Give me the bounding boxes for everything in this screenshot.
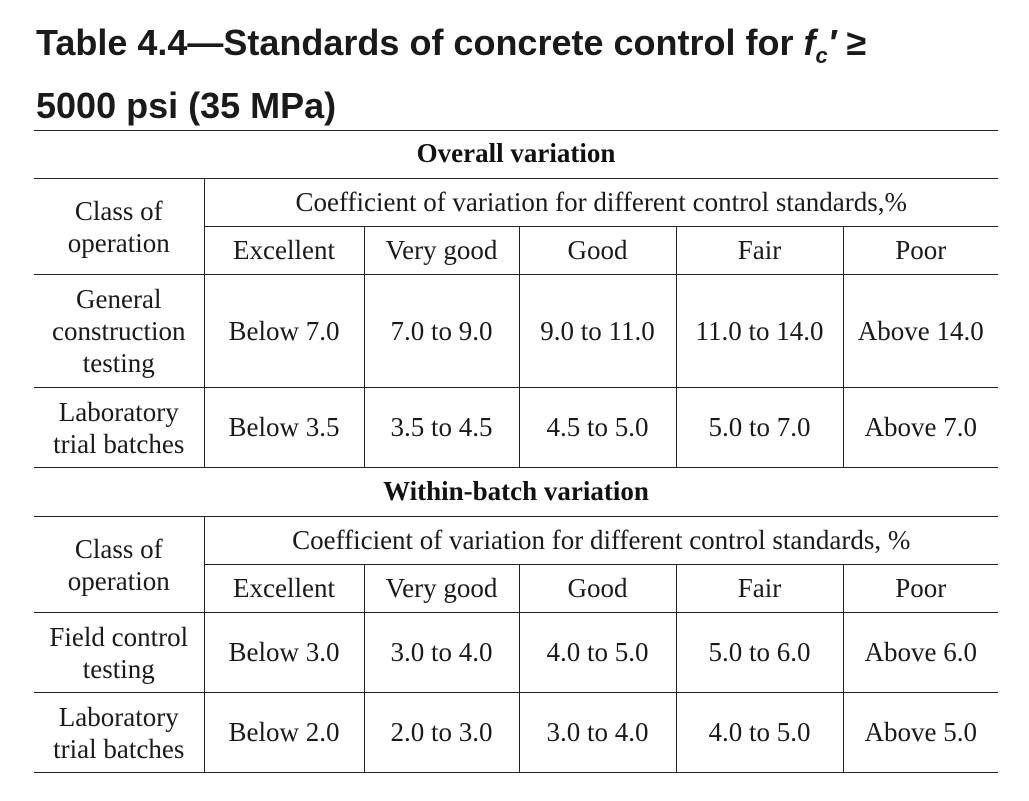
table-cell: 11.0 to 14.0: [675, 274, 844, 388]
within-batch-variation-table: Class of operation Coefficient of variat…: [34, 516, 998, 773]
table-row: General construction testing Below 7.0 7…: [34, 274, 999, 388]
table-cell: 4.0 to 5.0: [675, 692, 844, 773]
table-cell: 3.5 to 4.5: [363, 387, 520, 468]
table-cell: Above 6.0: [842, 612, 998, 693]
table-row: Laboratory trial batches Below 3.5 3.5 t…: [34, 387, 999, 468]
table-cell: 9.0 to 11.0: [518, 274, 677, 388]
table-cell: 5.0 to 6.0: [675, 612, 844, 693]
title-line2: 5000 psi (35 MPa): [36, 85, 337, 127]
standard-header: Poor: [842, 226, 999, 275]
coefficient-header: Coefficient of variation for different c…: [203, 178, 999, 227]
top-rule: [34, 130, 998, 131]
overall-variation-table: Class of operation Coefficient of variat…: [34, 178, 999, 468]
table-cell: 3.0 to 4.0: [363, 612, 520, 693]
table-cell: Above 7.0: [842, 387, 999, 468]
standard-header: Poor: [842, 564, 998, 613]
standard-header: Good: [518, 226, 677, 275]
class-of-operation-header: Class of operation: [34, 516, 205, 613]
standard-header: Very good: [363, 564, 520, 613]
row-label: General construction testing: [34, 274, 205, 388]
table-cell: 7.0 to 9.0: [363, 274, 520, 388]
overall-variation-heading: Overall variation: [416, 138, 616, 168]
standard-header: Very good: [363, 226, 520, 275]
standard-header: Excellent: [204, 226, 365, 275]
table-cell: Below 3.0: [203, 612, 365, 693]
title-suffix: ≥: [836, 22, 867, 63]
within-batch-variation-heading: Within-batch variation: [383, 476, 649, 506]
standard-header: Excellent: [204, 564, 365, 613]
row-label: Laboratory trial batches: [34, 387, 205, 468]
standard-header: Fair: [675, 226, 844, 275]
coefficient-header: Coefficient of variation for different c…: [203, 516, 998, 565]
table-cell: 3.0 to 4.0: [518, 692, 677, 773]
table-cell: 2.0 to 3.0: [363, 692, 520, 773]
table-cell: Above 14.0: [842, 274, 999, 388]
table-cell: 5.0 to 7.0: [675, 387, 844, 468]
standard-header: Good: [518, 564, 677, 613]
row-label: Field control testing: [34, 612, 205, 693]
title-prefix: Table 4.4—Standards of concrete control …: [36, 22, 804, 63]
table-cell: 4.0 to 5.0: [518, 612, 677, 693]
table-cell: Below 3.5: [203, 387, 365, 468]
table-cell: Below 7.0: [203, 274, 365, 388]
table-row: Laboratory trial batches Below 2.0 2.0 t…: [34, 692, 998, 773]
title-symbol: fc′: [803, 22, 837, 69]
standard-header: Fair: [675, 564, 844, 613]
table-cell: Below 2.0: [203, 692, 365, 773]
table-title: Table 4.4—Standards of concrete control …: [36, 18, 996, 131]
row-label: Laboratory trial batches: [34, 692, 205, 773]
class-of-operation-header: Class of operation: [34, 178, 205, 275]
table-row: Field control testing Below 3.0 3.0 to 4…: [34, 612, 998, 693]
table-cell: Above 5.0: [842, 692, 998, 773]
table-cell: 4.5 to 5.0: [518, 387, 677, 468]
